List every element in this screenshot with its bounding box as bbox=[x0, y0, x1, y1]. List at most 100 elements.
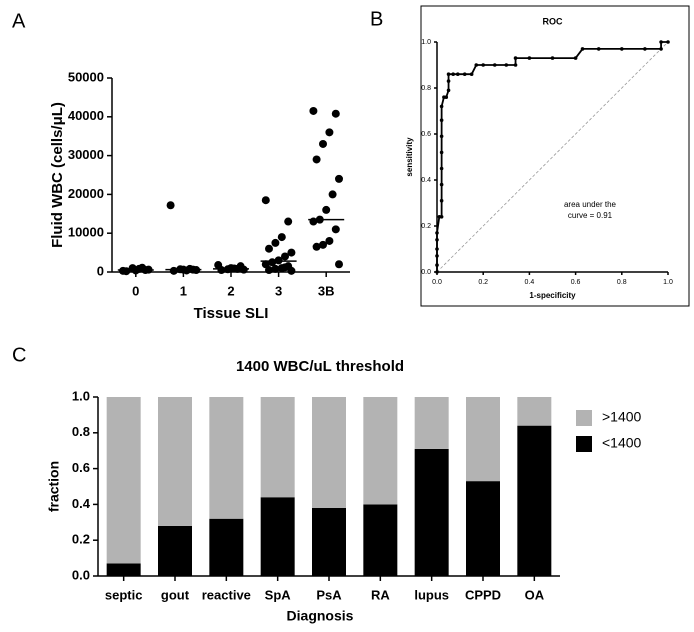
x-axis-label: Diagnosis bbox=[287, 608, 354, 624]
y-tick-label: 0.4 bbox=[421, 177, 431, 184]
roc-point bbox=[435, 238, 439, 242]
y-tick-label: 0.0 bbox=[72, 567, 90, 582]
point bbox=[166, 201, 175, 210]
roc-point bbox=[469, 72, 474, 76]
x-tick-label: 0 bbox=[132, 283, 139, 298]
point bbox=[185, 264, 194, 273]
point bbox=[277, 233, 286, 242]
point bbox=[325, 236, 334, 245]
point bbox=[287, 248, 296, 257]
x-tick-label: 2 bbox=[227, 283, 234, 298]
reference-diagonal bbox=[436, 41, 669, 273]
annotation: curve = 0.91 bbox=[568, 211, 613, 220]
bar-segment bbox=[517, 425, 552, 576]
y-tick-label: 0.2 bbox=[421, 223, 431, 230]
point bbox=[261, 260, 270, 269]
roc-point bbox=[513, 56, 518, 60]
bar-segment bbox=[158, 397, 192, 526]
x-tick-label: gout bbox=[161, 587, 190, 602]
x-tick-label: PsA bbox=[316, 587, 342, 602]
point bbox=[271, 238, 280, 247]
point bbox=[268, 258, 277, 267]
roc-point bbox=[596, 47, 601, 51]
point bbox=[122, 267, 131, 276]
point bbox=[274, 256, 283, 265]
point bbox=[281, 252, 289, 261]
point bbox=[331, 225, 340, 234]
roc-point bbox=[435, 254, 439, 258]
point bbox=[322, 205, 331, 214]
roc-point bbox=[643, 47, 647, 51]
x-tick-label: CPPD bbox=[465, 587, 501, 602]
point bbox=[284, 217, 293, 226]
panel-label: A bbox=[12, 10, 26, 32]
roc-point bbox=[439, 150, 444, 155]
point bbox=[227, 264, 235, 273]
point bbox=[312, 155, 321, 164]
roc-point bbox=[444, 95, 449, 99]
bar-segment bbox=[363, 397, 398, 505]
y-tick-label: 1.0 bbox=[72, 388, 90, 403]
roc-point bbox=[435, 247, 439, 251]
point bbox=[169, 266, 178, 275]
y-axis-label: sensitivity bbox=[405, 137, 414, 177]
bar-segment bbox=[209, 518, 244, 576]
y-tick-label: 0.8 bbox=[72, 424, 90, 439]
roc-point bbox=[659, 47, 663, 51]
point bbox=[287, 266, 296, 275]
x-tick-label: 3B bbox=[318, 283, 335, 298]
chart-title: 1400 WBC/uL threshold bbox=[236, 358, 404, 375]
legend-swatch bbox=[576, 410, 592, 426]
point bbox=[335, 174, 343, 183]
roc-point bbox=[435, 231, 439, 235]
y-tick-label: 0.6 bbox=[421, 131, 431, 138]
bar-segment bbox=[209, 397, 244, 519]
y-tick-label: 40000 bbox=[68, 108, 104, 123]
roc-point bbox=[439, 134, 444, 139]
x-tick-label: 0.6 bbox=[571, 279, 581, 286]
point bbox=[309, 217, 318, 226]
y-tick-label: 20000 bbox=[68, 186, 104, 201]
x-tick-label: SpA bbox=[265, 587, 292, 602]
point bbox=[271, 264, 280, 273]
bar-segment bbox=[363, 504, 398, 576]
y-tick-label: 0.2 bbox=[72, 532, 90, 547]
roc-point bbox=[455, 72, 460, 76]
y-tick-label: 0.4 bbox=[72, 496, 91, 511]
roc-point bbox=[439, 182, 444, 187]
legend-label: <1400 bbox=[602, 435, 642, 451]
y-tick-label: 0.6 bbox=[72, 460, 90, 475]
roc-point bbox=[573, 56, 578, 60]
y-tick-label: 50000 bbox=[68, 69, 104, 84]
x-axis-label: 1-specificity bbox=[529, 291, 576, 300]
bar-segment bbox=[466, 397, 500, 482]
roc-point bbox=[462, 72, 467, 76]
bar-segment bbox=[312, 397, 346, 508]
x-tick-label: 0.4 bbox=[525, 279, 535, 286]
roc-point bbox=[659, 40, 663, 44]
point bbox=[312, 242, 321, 251]
legend-swatch bbox=[576, 436, 592, 452]
x-tick-label: 0.8 bbox=[617, 279, 627, 286]
x-tick-label: 0.2 bbox=[478, 279, 488, 286]
roc-point bbox=[620, 47, 624, 51]
bar-segment bbox=[260, 497, 295, 576]
point bbox=[328, 190, 337, 199]
bar-segment bbox=[414, 397, 449, 449]
bar-segment bbox=[466, 481, 500, 576]
roc-point bbox=[435, 263, 439, 267]
roc-point bbox=[481, 63, 486, 67]
y-axis-label: Fluid WBC (cells/μL) bbox=[49, 102, 66, 248]
bar-segment bbox=[260, 397, 295, 498]
roc-point bbox=[435, 270, 439, 274]
roc-point bbox=[666, 40, 670, 44]
point bbox=[217, 266, 226, 275]
legend-label: >1400 bbox=[602, 409, 642, 425]
point bbox=[309, 106, 318, 115]
roc-point bbox=[550, 56, 555, 60]
roc-point bbox=[504, 63, 509, 67]
bar-segment bbox=[312, 507, 346, 576]
y-tick-label: 1.0 bbox=[421, 39, 431, 46]
panel-b-frame bbox=[420, 5, 690, 307]
bar-segment bbox=[158, 525, 192, 576]
